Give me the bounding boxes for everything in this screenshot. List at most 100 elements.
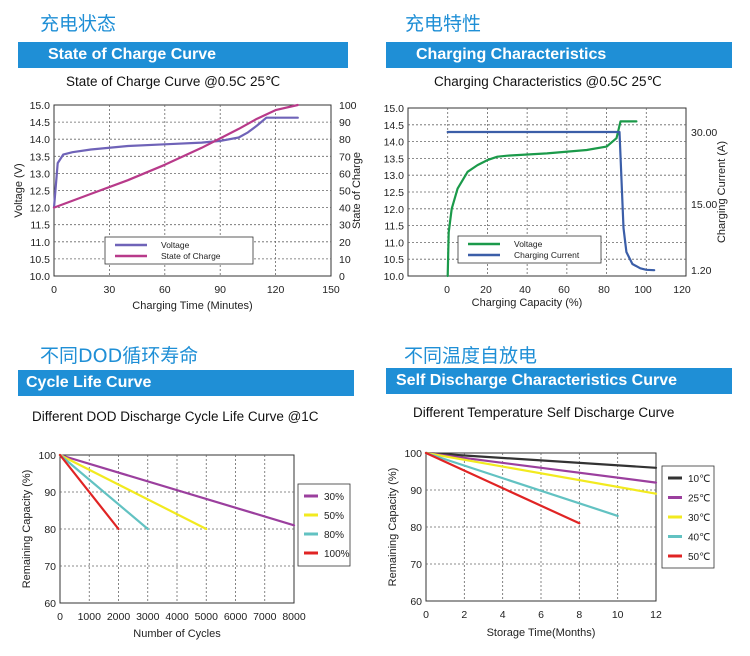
x-tick-label: 8000 xyxy=(282,611,306,623)
legend-box-0 xyxy=(104,236,254,265)
x-tick-label: 1000 xyxy=(78,611,102,623)
y2-tick-label: 30.00 xyxy=(691,127,717,139)
x-axis-label: Charging Time (Minutes) xyxy=(132,300,252,312)
y-tick-label: 100 xyxy=(38,450,56,462)
y-tick-label: 10.0 xyxy=(30,271,51,283)
y2-axis-label: Charging Current (A) xyxy=(716,141,728,243)
y2-tick-label: 50 xyxy=(339,186,351,198)
y-tick-label: 13.5 xyxy=(384,153,405,165)
y2-tick-label: 10 xyxy=(339,254,351,266)
legend-label: 40℃ xyxy=(688,533,710,544)
legend-label: 25℃ xyxy=(688,494,710,505)
y-tick-label: 13.0 xyxy=(30,168,51,180)
y-axis-label: Remaining Capacity (%) xyxy=(21,470,33,589)
y2-tick-label: 100 xyxy=(339,100,357,112)
x-tick-label: 20 xyxy=(480,284,492,296)
x-tick-label: 60 xyxy=(558,284,570,296)
panel4-band: Self Discharge Characteristics Curve xyxy=(386,368,732,394)
panel3-band: Cycle Life Curve xyxy=(18,370,354,396)
legend-label: 50% xyxy=(324,511,344,522)
panel3-subtitle: Different DOD Discharge Cycle Life Curve… xyxy=(32,409,319,424)
x-axis-label: Number of Cycles xyxy=(133,628,221,640)
legend-label: Voltage xyxy=(161,240,190,250)
panel2-band: Charging Characteristics xyxy=(386,42,732,68)
x-tick-label: 6000 xyxy=(224,611,248,623)
x-tick-label: 4000 xyxy=(165,611,189,623)
y-tick-label: 60 xyxy=(44,598,56,610)
panel2-cn-title: 充电特性 xyxy=(405,13,482,35)
legend-label: Charging Current xyxy=(514,250,580,260)
y-tick-label: 14.5 xyxy=(30,117,51,129)
y-tick-label: 10.5 xyxy=(30,254,51,266)
x-tick-label: 30 xyxy=(104,284,116,296)
y-tick-label: 12.0 xyxy=(384,204,405,216)
y2-tick-label: 60 xyxy=(339,168,351,180)
y-axis-label: Voltage (V) xyxy=(13,163,25,217)
legend-label: Voltage xyxy=(514,239,543,249)
x-tick-label: 3000 xyxy=(136,611,160,623)
y-tick-label: 13.0 xyxy=(384,170,405,182)
panel2-subtitle: Charging Characteristics @0.5C 25℃ xyxy=(434,74,662,89)
y-tick-label: 11.5 xyxy=(384,221,404,233)
legend-label: 10℃ xyxy=(688,474,710,485)
x-tick-label: 100 xyxy=(634,284,652,296)
y2-tick-label: 0 xyxy=(339,271,345,283)
x-axis-label: Storage Time(Months) xyxy=(487,627,596,639)
panel1-cn-title: 充电状态 xyxy=(40,13,117,35)
x-tick-label: 4 xyxy=(500,609,506,621)
y-tick-label: 14.0 xyxy=(30,134,51,146)
series-line-3-1 xyxy=(424,451,658,484)
y-tick-label: 12.5 xyxy=(30,186,51,198)
x-tick-label: 60 xyxy=(159,284,171,296)
y-tick-label: 12.5 xyxy=(384,187,405,199)
y-tick-label: 15.0 xyxy=(384,103,405,115)
x-tick-label: 7000 xyxy=(253,611,277,623)
y-axis-label: Remaining Capacity (%) xyxy=(387,468,399,587)
y2-tick-label: 30 xyxy=(339,220,351,232)
x-tick-label: 0 xyxy=(51,284,57,296)
y-tick-label: 15.0 xyxy=(30,100,51,112)
legend-box-1 xyxy=(457,235,602,264)
series-line-2-1 xyxy=(58,453,208,531)
y-tick-label: 90 xyxy=(410,485,422,497)
y-tick-label: 80 xyxy=(44,524,56,536)
y-tick-label: 11.0 xyxy=(30,237,50,249)
legend-label: 30℃ xyxy=(688,513,710,524)
series-line-2-2 xyxy=(58,453,149,531)
y2-tick-label: 1.20 xyxy=(691,265,712,277)
panel1-band: State of Charge Curve xyxy=(18,42,348,68)
panel4-cn-title: 不同温度自放电 xyxy=(404,345,538,367)
x-tick-label: 10 xyxy=(612,609,624,621)
y-tick-label: 13.5 xyxy=(30,151,51,163)
y2-tick-label: 70 xyxy=(339,151,351,163)
y2-axis-label: State of Charge xyxy=(351,152,363,229)
x-axis-label: Charging Capacity (%) xyxy=(472,297,583,309)
y-tick-label: 60 xyxy=(410,596,422,608)
y-tick-label: 80 xyxy=(410,522,422,534)
y2-tick-label: 90 xyxy=(339,117,351,129)
x-tick-label: 120 xyxy=(673,284,691,296)
x-tick-label: 40 xyxy=(519,284,531,296)
y-tick-label: 14.0 xyxy=(384,137,405,149)
y-tick-label: 70 xyxy=(44,561,56,573)
legend-box-3 xyxy=(661,465,715,569)
legend-label: 50℃ xyxy=(688,552,710,563)
y-tick-label: 11.0 xyxy=(384,237,404,249)
y-tick-label: 10.0 xyxy=(384,271,405,283)
panel3-cn-title: 不同DOD循环寿命 xyxy=(40,345,199,367)
x-tick-label: 150 xyxy=(322,284,340,296)
y-tick-label: 100 xyxy=(404,448,422,460)
x-tick-label: 8 xyxy=(576,609,582,621)
x-tick-label: 120 xyxy=(267,284,285,296)
y-tick-label: 10.5 xyxy=(384,254,405,266)
x-tick-label: 90 xyxy=(214,284,226,296)
x-tick-label: 0 xyxy=(444,284,450,296)
series-line-3-0 xyxy=(424,451,658,469)
series-line-2-0 xyxy=(58,453,296,527)
x-tick-label: 6 xyxy=(538,609,544,621)
y-tick-label: 70 xyxy=(410,559,422,571)
legend-label: 80% xyxy=(324,530,344,541)
panel4-subtitle: Different Temperature Self Discharge Cur… xyxy=(413,405,675,420)
series-line-0-0 xyxy=(52,116,299,209)
